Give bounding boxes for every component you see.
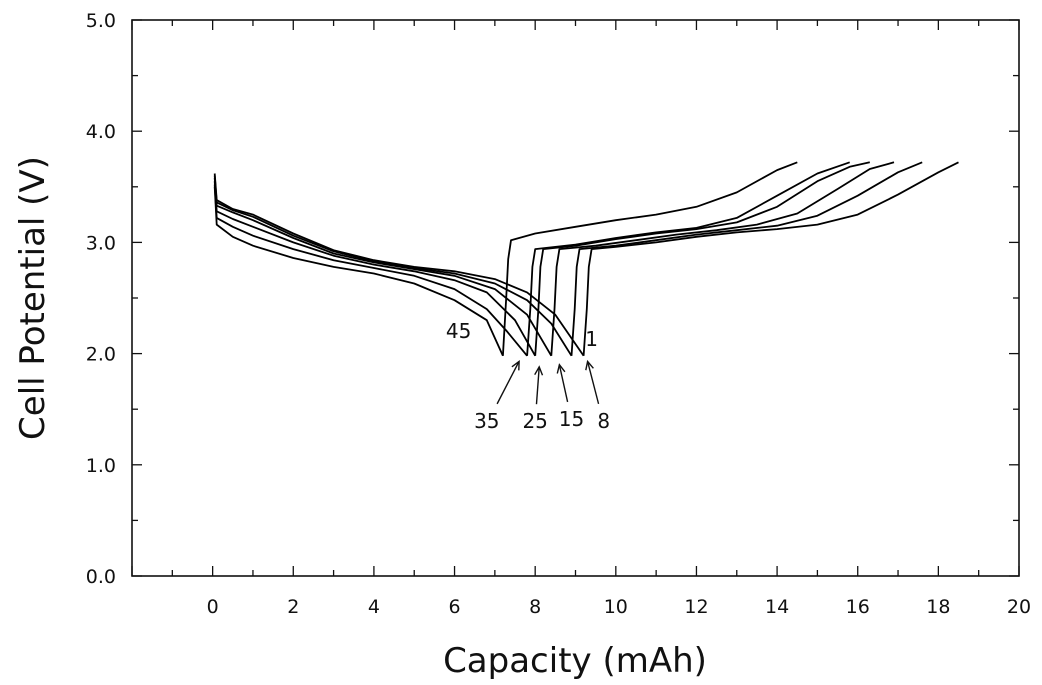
series-layer	[213, 161, 959, 357]
annotation-arrow-shaft	[586, 361, 600, 405]
x-tick-label: 0	[207, 596, 219, 618]
y-tick-label: 5.0	[86, 10, 116, 32]
cycle-annotation-label: 15	[559, 407, 584, 431]
axis-ticks	[131, 19, 1020, 577]
x-tick-label: 8	[529, 596, 541, 618]
series-charge-curve	[570, 161, 923, 356]
y-tick-label: 0.0	[86, 566, 116, 588]
annotation-arrow-head	[511, 359, 520, 371]
series-discharge-curve	[213, 177, 553, 357]
x-tick-label: 2	[287, 596, 299, 618]
cycle-annotation-label: 45	[446, 319, 471, 343]
y-tick-label: 2.0	[86, 344, 116, 366]
annotation-layer: 45 1 35 25 15 8	[446, 319, 610, 433]
annotation-arrow-head	[556, 363, 566, 374]
annotation-arrow-shaft	[558, 364, 569, 403]
annotation-arrow-shaft	[535, 366, 540, 405]
x-axis-title: Capacity (mAh)	[443, 641, 707, 681]
series-charge-curve	[534, 161, 870, 356]
series-charge-curve	[526, 161, 850, 356]
x-tick-label: 12	[684, 596, 708, 618]
series-charge-curve	[502, 161, 798, 356]
series-discharge-curve	[213, 181, 536, 357]
annotation-arrow-head	[585, 359, 594, 371]
y-tick-label: 4.0	[86, 121, 116, 143]
cycle-annotation-label: 8	[597, 409, 610, 433]
series-discharge-curve	[213, 186, 504, 357]
x-tick-label: 20	[1007, 596, 1031, 618]
x-tick-label: 14	[765, 596, 789, 618]
x-tick-label: 18	[926, 596, 950, 618]
series-charge-curve	[550, 161, 895, 356]
x-tick-label: 4	[368, 596, 380, 618]
axis-tick-labels: 0 2 4 6 8 10 12 14 16 18 200.01.02.03.04.05.0	[86, 10, 1031, 618]
annotation-arrow-shaft	[496, 361, 520, 405]
x-tick-label: 10	[604, 596, 628, 618]
series-discharge-curve	[213, 175, 573, 357]
x-tick-label: 6	[448, 596, 460, 618]
cycle-annotation-label: 25	[522, 409, 547, 433]
x-tick-label: 16	[846, 596, 870, 618]
y-axis-title: Cell Potential (V)	[13, 156, 53, 440]
series-charge-curve	[582, 161, 959, 356]
annotation-arrow-head	[534, 365, 544, 376]
y-tick-label: 1.0	[86, 455, 116, 477]
series-discharge-curve	[213, 173, 585, 357]
cycle-annotation-label: 35	[474, 409, 499, 433]
y-tick-label: 3.0	[86, 232, 116, 254]
cycle-annotation-label: 1	[585, 327, 598, 351]
series-discharge-curve	[213, 184, 528, 357]
